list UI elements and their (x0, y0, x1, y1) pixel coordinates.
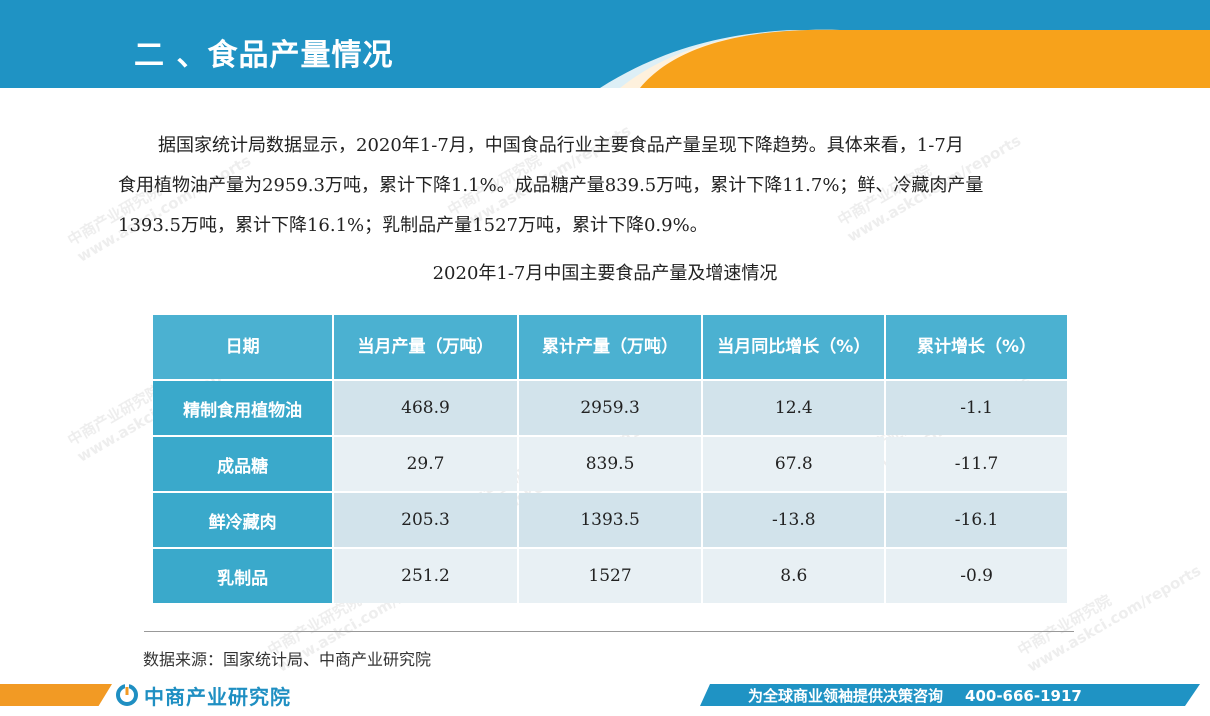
table-row: 乳制品 251.2 1527 8.6 -0.9 (153, 549, 1067, 603)
cell-cumulative-growth: -11.7 (886, 437, 1067, 491)
cell-cumulative-growth: -1.1 (886, 381, 1067, 435)
intro-line: 食用植物油产量为2959.3万吨，累计下降1.1%。成品糖产量839.5万吨，累… (118, 175, 984, 196)
intro-line: 1393.5万吨，累计下降16.1%；乳制品产量1527万吨，累计下降0.9%。 (118, 215, 708, 236)
company-logo-icon (116, 684, 138, 706)
logo-text: 中商产业研究院 (144, 684, 291, 709)
cell-monthly: 251.2 (334, 549, 517, 603)
cell-monthly: 468.9 (334, 381, 517, 435)
cell-monthly-yoy: 67.8 (703, 437, 885, 491)
row-label: 精制食用植物油 (153, 381, 333, 435)
column-header-monthly-output: 当月产量（万吨） (334, 315, 517, 379)
page-title: 二 、食品产量情况 (134, 38, 394, 73)
cell-monthly-yoy: -13.8 (703, 493, 885, 547)
table-title: 2020年1-7月中国主要食品产量及增速情况 (432, 263, 778, 284)
cell-cumulative: 839.5 (518, 437, 702, 491)
column-header-date: 日期 (153, 315, 333, 379)
cell-cumulative: 1527 (518, 549, 702, 603)
cell-monthly-yoy: 8.6 (703, 549, 885, 603)
intro-line: 据国家统计局数据显示，2020年1-7月，中国食品行业主要食品产量呈现下降趋势。… (158, 135, 964, 156)
cell-monthly: 29.7 (334, 437, 517, 491)
table-row: 鲜冷藏肉 205.3 1393.5 -13.8 -16.1 (153, 493, 1067, 547)
footer-logo: 中商产业研究院 (116, 682, 291, 709)
column-header-cumulative-growth: 累计增长（%） (886, 315, 1067, 379)
production-table: 日期 当月产量（万吨） 累计产量（万吨） 当月同比增长（%） 累计增长（%） 精… (151, 313, 1069, 605)
table-row: 精制食用植物油 468.9 2959.3 12.4 -1.1 (153, 381, 1067, 435)
cell-cumulative-growth: -16.1 (886, 493, 1067, 547)
column-header-monthly-yoy: 当月同比增长（%） (703, 315, 885, 379)
column-header-cumulative-output: 累计产量（万吨） (518, 315, 702, 379)
row-label: 成品糖 (153, 437, 333, 491)
slogan-text: 为全球商业领袖提供决策咨询 (748, 687, 944, 705)
phone-number: 400-666-1917 (965, 687, 1082, 705)
intro-paragraph: 据国家统计局数据显示，2020年1-7月，中国食品行业主要食品产量呈现下降趋势。… (118, 126, 1108, 246)
table-row: 成品糖 29.7 839.5 67.8 -11.7 (153, 437, 1067, 491)
cell-cumulative: 2959.3 (518, 381, 702, 435)
cell-cumulative-growth: -0.9 (886, 549, 1067, 603)
cell-cumulative: 1393.5 (518, 493, 702, 547)
row-label: 乳制品 (153, 549, 333, 603)
header-wave-decoration (600, 29, 1210, 88)
footer-slogan: 为全球商业领袖提供决策咨询 400-666-1917 (748, 685, 1082, 706)
table-header-row: 日期 当月产量（万吨） 累计产量（万吨） 当月同比增长（%） 累计增长（%） (153, 315, 1067, 379)
divider (144, 631, 1074, 632)
header-band: 二 、食品产量情况 (0, 0, 1210, 88)
footer-orange-bar (0, 684, 112, 706)
source-note: 数据来源：国家统计局、中商产业研究院 (143, 650, 432, 669)
row-label: 鲜冷藏肉 (153, 493, 333, 547)
footer-blue-bar (700, 684, 1200, 706)
cell-monthly: 205.3 (334, 493, 517, 547)
cell-monthly-yoy: 12.4 (703, 381, 885, 435)
